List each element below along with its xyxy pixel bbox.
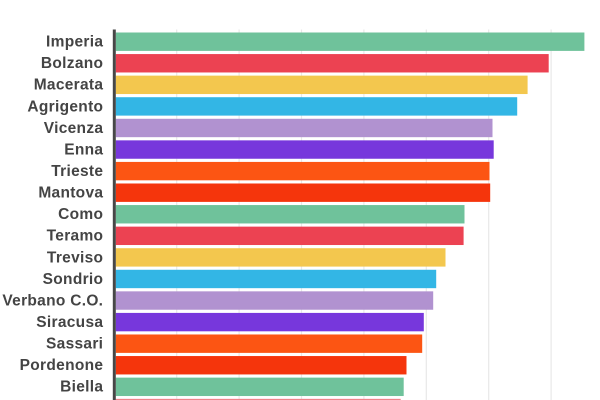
svg-text:Pordenone: Pordenone bbox=[20, 357, 104, 374]
svg-text:Sondrio: Sondrio bbox=[43, 271, 104, 288]
svg-text:Agrigento: Agrigento bbox=[27, 98, 103, 115]
svg-text:Vicenza: Vicenza bbox=[44, 120, 104, 137]
svg-text:Trieste: Trieste bbox=[51, 163, 103, 180]
svg-text:Mantova: Mantova bbox=[38, 185, 103, 202]
svg-text:Treviso: Treviso bbox=[47, 249, 103, 266]
svg-text:Siracusa: Siracusa bbox=[36, 314, 103, 331]
svg-text:Imperia: Imperia bbox=[46, 34, 103, 51]
svg-text:Macerata: Macerata bbox=[34, 77, 104, 94]
svg-text:Biella: Biella bbox=[60, 379, 103, 396]
svg-text:Teramo: Teramo bbox=[47, 228, 104, 245]
svg-text:Bolzano: Bolzano bbox=[41, 55, 103, 72]
svg-text:Verbano C.O.: Verbano C.O. bbox=[2, 292, 103, 309]
svg-text:Como: Como bbox=[58, 206, 103, 223]
svg-text:Enna: Enna bbox=[64, 141, 103, 158]
svg-text:Sassari: Sassari bbox=[46, 336, 103, 353]
